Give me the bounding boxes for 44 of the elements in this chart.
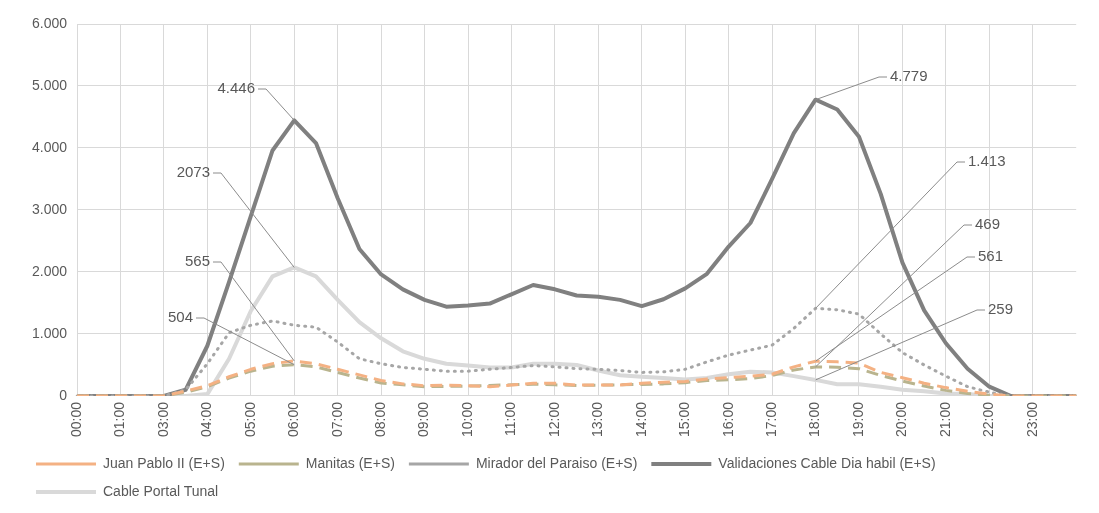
x-tick-label: 17:00 xyxy=(762,401,779,438)
x-tick-label: 08:00 xyxy=(371,401,388,438)
annotation: 504 xyxy=(167,308,193,326)
x-tick-label: 03:00 xyxy=(154,401,171,438)
annotation: 4.779 xyxy=(890,67,928,85)
x-tick-label: 01:00 xyxy=(111,401,128,438)
x-tick-label: 18:00 xyxy=(806,401,823,438)
legend-label: Juan Pablo II (E+S) xyxy=(103,454,225,471)
x-tick-label: 15:00 xyxy=(676,401,693,438)
y-tick-label: 6.000 xyxy=(31,14,68,31)
x-tick-label: 19:00 xyxy=(849,401,866,438)
legend-label: Mirador del Paraiso (E+S) xyxy=(475,454,638,471)
annotation: 565 xyxy=(184,252,210,270)
x-tick-label: 00:00 xyxy=(67,401,84,438)
annotation: 2073 xyxy=(176,163,210,181)
annotation: 561 xyxy=(978,247,1004,265)
x-tick-label: 07:00 xyxy=(328,401,345,438)
x-tick-label: 12:00 xyxy=(545,401,562,438)
legend-label: Manitas (E+S) xyxy=(305,454,395,471)
annotation: 469 xyxy=(975,215,1001,233)
legend-label: Validaciones Cable Dia habil (E+S) xyxy=(718,454,936,471)
x-tick-label: 20:00 xyxy=(893,401,910,438)
x-tick-label: 09:00 xyxy=(415,401,432,438)
y-tick-label: 5.000 xyxy=(31,76,68,93)
annotation: 4.446 xyxy=(217,79,255,97)
y-tick-label: 4.000 xyxy=(31,138,68,155)
x-tick-label: 04:00 xyxy=(198,401,215,438)
x-tick-label: 05:00 xyxy=(241,401,258,438)
x-tick-label: 23:00 xyxy=(1023,401,1040,438)
x-tick-label: 21:00 xyxy=(936,401,953,438)
legend-label: Cable Portal Tunal xyxy=(103,482,219,499)
y-tick-label: 1.000 xyxy=(31,324,68,341)
x-tick-label: 10:00 xyxy=(458,401,475,438)
x-tick-label: 06:00 xyxy=(285,401,302,438)
x-tick-label: 11:00 xyxy=(502,401,519,436)
x-tick-label: 22:00 xyxy=(980,401,997,438)
annotation: 259 xyxy=(988,300,1014,318)
y-tick-label: 0 xyxy=(59,386,68,403)
y-tick-label: 2.000 xyxy=(31,262,68,279)
annotation: 1.413 xyxy=(968,152,1006,170)
y-tick-label: 3.000 xyxy=(31,200,68,217)
x-tick-label: 14:00 xyxy=(632,401,649,438)
x-tick-label: 16:00 xyxy=(719,401,736,438)
x-tick-label: 13:00 xyxy=(589,401,606,438)
